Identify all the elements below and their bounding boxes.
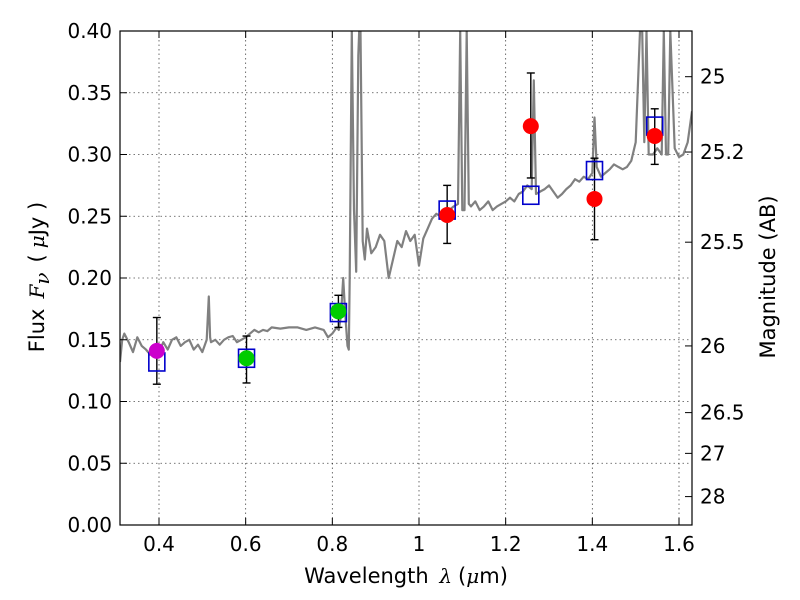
y2-tick-label: 28 — [700, 485, 725, 509]
y-tick-label: 0.35 — [67, 81, 112, 105]
observed-points — [148, 118, 663, 367]
y2-tick-label: 25.2 — [700, 140, 745, 164]
y2-tick-label: 26 — [700, 334, 725, 358]
x-axis-ticks: 0.4 0.6 0.8 1 1.2 1.4 1.6 — [143, 31, 695, 556]
x-tick-label: 1.2 — [490, 532, 522, 556]
x-tick-label: 1.4 — [576, 532, 608, 556]
y2-axis-label: Magnitude (AB) — [756, 195, 780, 358]
model-photometry-squares — [148, 116, 664, 372]
y-axis-label: FluxFν(μJy ) — [25, 202, 54, 352]
y-tick-label: 0.05 — [67, 451, 112, 475]
y-axis-ticks: 0.00 0.05 0.10 0.15 0.20 0.25 0.30 0.35 0.40 — [67, 19, 127, 537]
y-tick-label: 0.30 — [67, 143, 112, 167]
x-tick-label: 1 — [413, 532, 426, 556]
y-tick-label: 0.40 — [67, 19, 112, 43]
grid — [120, 31, 692, 525]
observed-point — [238, 350, 255, 367]
model-photometry-square — [585, 160, 604, 181]
y-tick-label: 0.25 — [67, 204, 112, 228]
x-axis-label: Wavelength λ (μm) — [304, 564, 508, 588]
x-tick-label: 0.8 — [316, 532, 348, 556]
observed-point — [439, 207, 456, 224]
y-tick-label: 0.00 — [67, 513, 112, 537]
observed-point — [330, 303, 347, 320]
y2-tick-label: 25.5 — [700, 230, 745, 254]
observed-point — [148, 342, 165, 359]
y-tick-label: 0.20 — [67, 266, 112, 290]
x-tick-label: 1.6 — [663, 532, 695, 556]
y2-axis-ticks: 25 25.2 25.5 26 26.5 27 28 — [685, 65, 745, 509]
observed-point — [522, 118, 539, 135]
x-tick-label: 0.6 — [230, 532, 262, 556]
y2-tick-label: 26.5 — [700, 401, 745, 425]
model-photometry-square — [521, 185, 540, 206]
spectrum-layer — [120, 31, 692, 363]
observed-point — [646, 127, 663, 144]
y-tick-label: 0.15 — [67, 328, 112, 352]
y2-tick-label: 25 — [700, 65, 725, 89]
observed-point — [586, 190, 603, 207]
model-spectrum-line — [120, 31, 692, 363]
y2-tick-label: 27 — [700, 441, 725, 465]
x-tick-label: 0.4 — [143, 532, 175, 556]
y-tick-label: 0.10 — [67, 390, 112, 414]
